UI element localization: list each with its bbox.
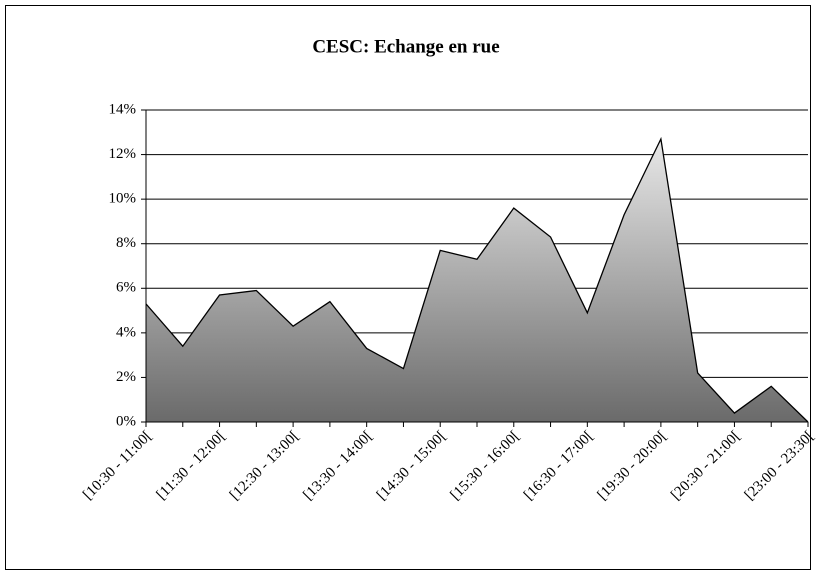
chart-title: CESC: Echange en rue <box>312 36 499 57</box>
y-tick-label: 4% <box>116 324 136 340</box>
y-tick-label: 10% <box>109 191 137 207</box>
area-outline <box>145 136 809 423</box>
y-tick-label: 8% <box>116 235 136 251</box>
y-tick-label: 0% <box>116 413 136 429</box>
y-tick-label: 6% <box>116 280 136 296</box>
area <box>146 138 808 422</box>
y-tick-label: 14% <box>109 101 137 117</box>
y-tick-label: 2% <box>116 369 136 385</box>
y-tick-label: 12% <box>109 146 137 162</box>
